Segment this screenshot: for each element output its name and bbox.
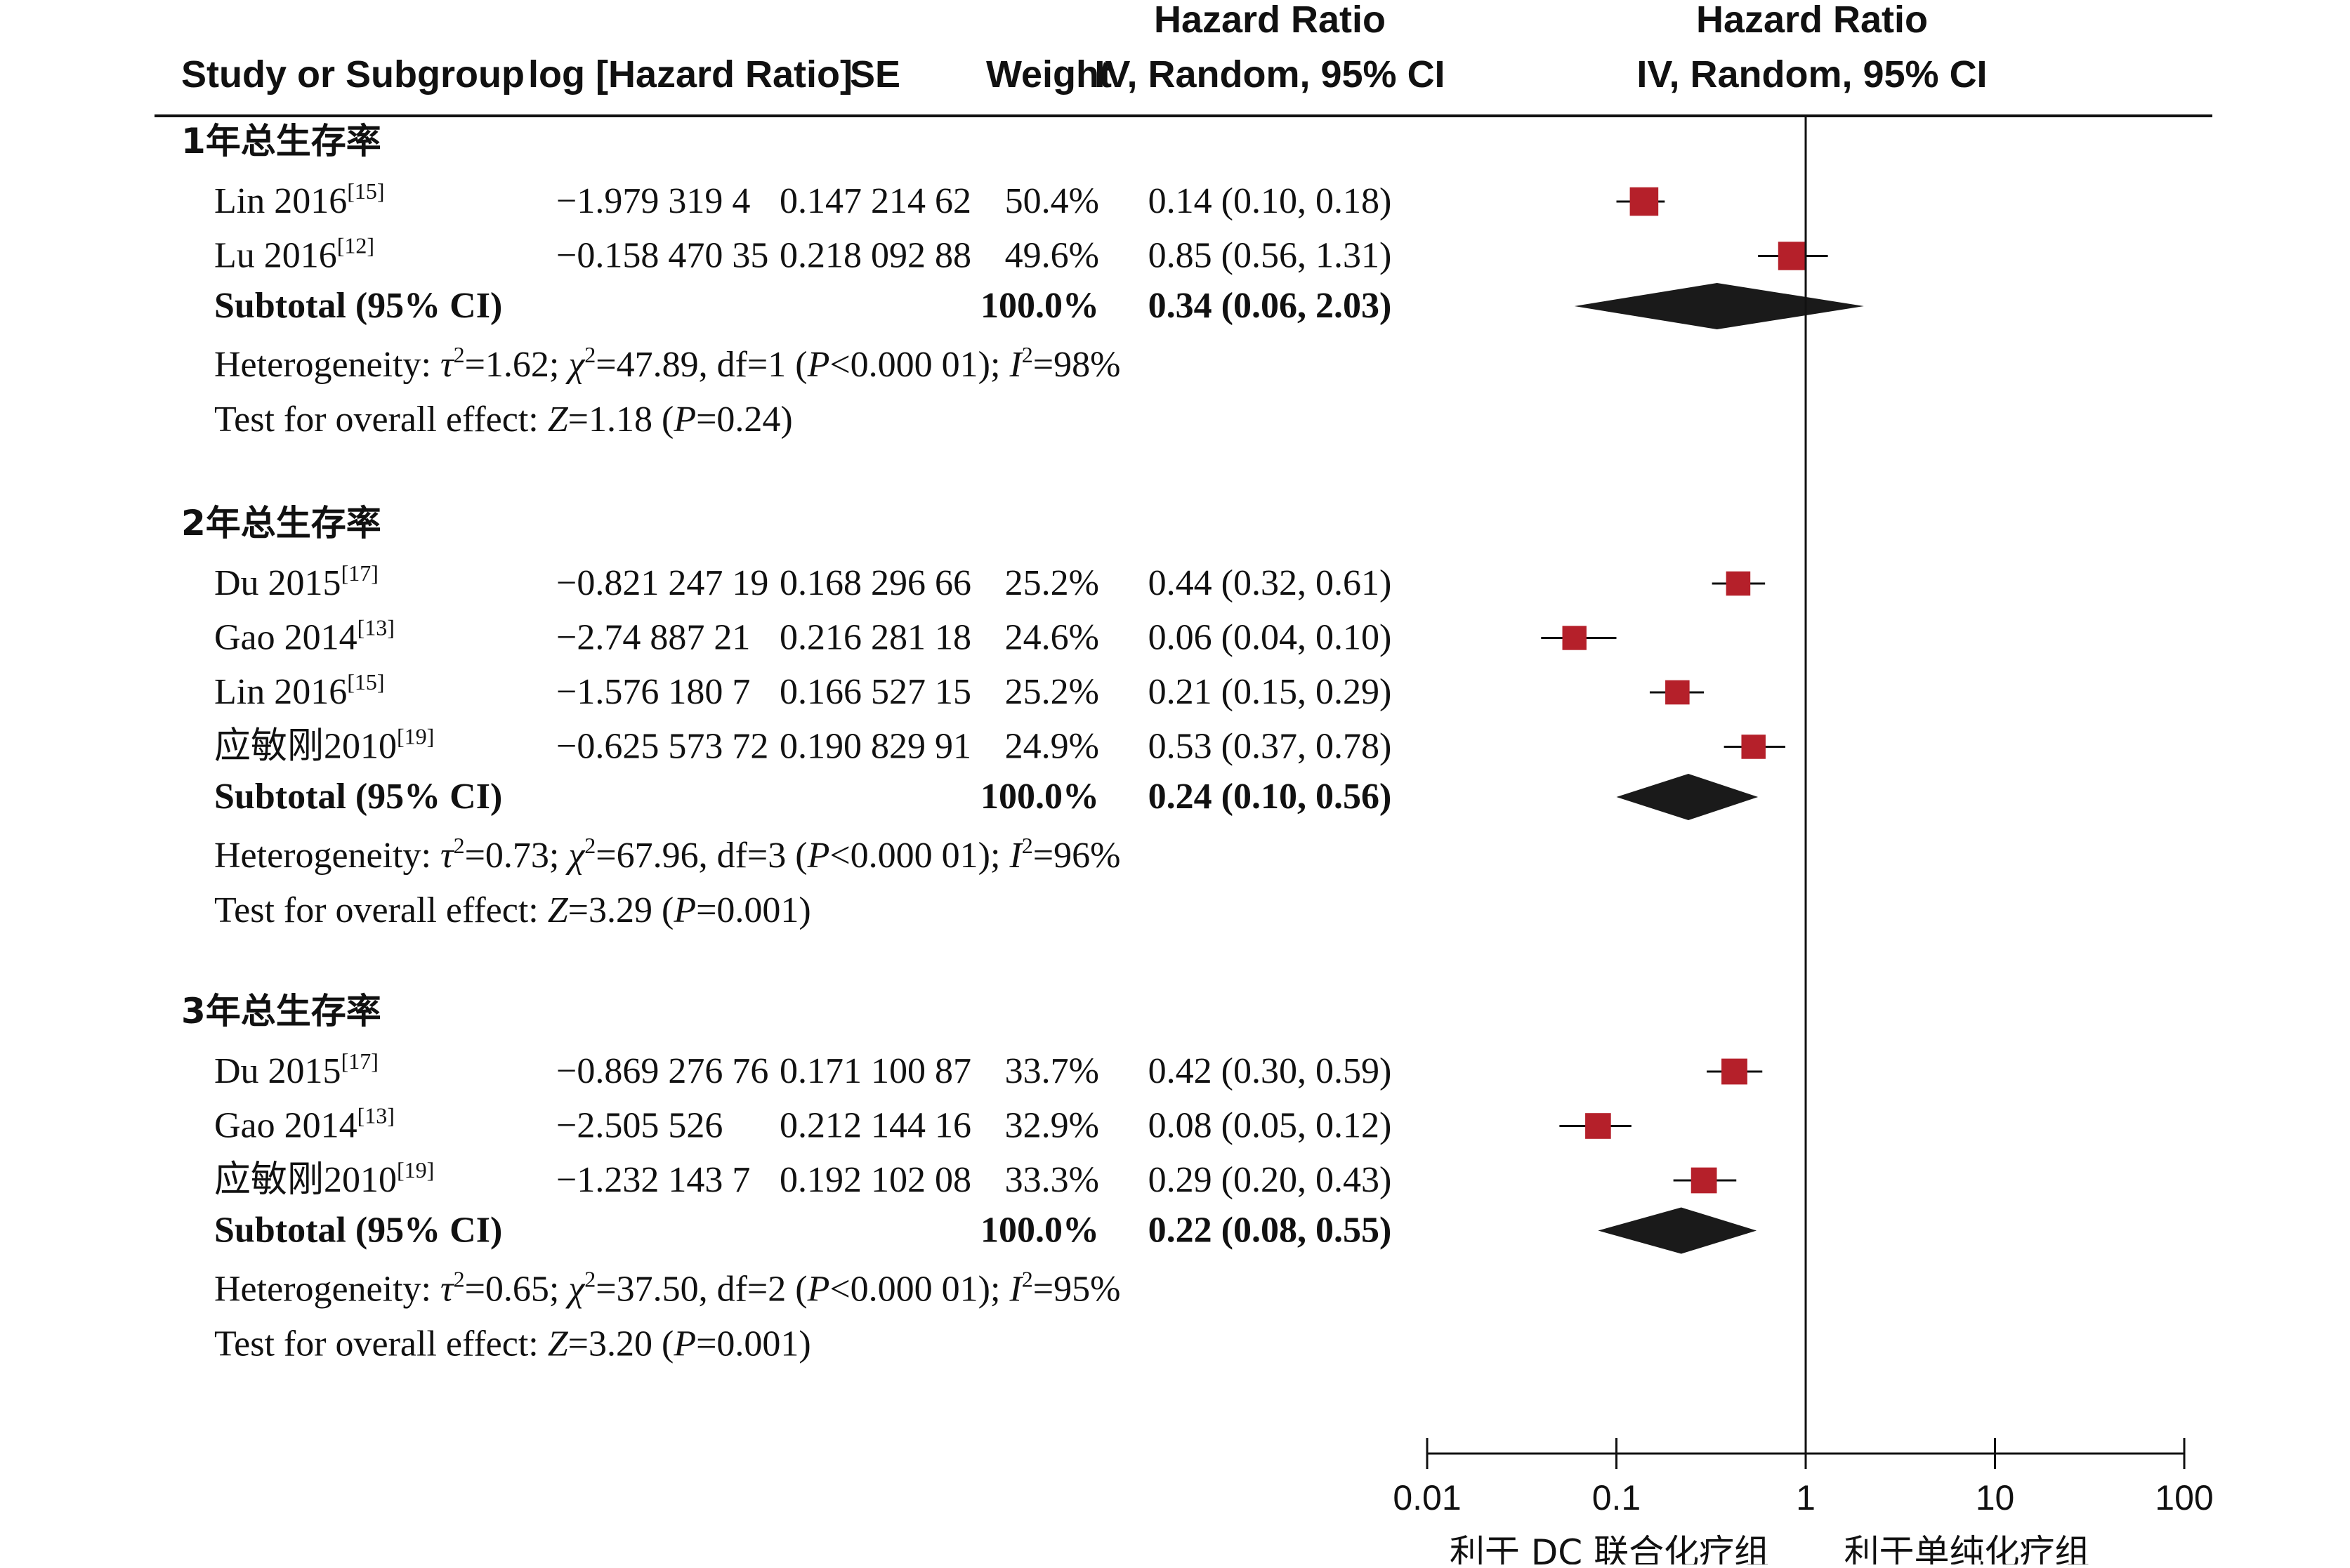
subtotal-diamond bbox=[1574, 283, 1864, 329]
heterogeneity-text: Heterogeneity: τ2=0.65; χ2=37.50, df=2 (… bbox=[214, 1267, 1120, 1310]
study-name: Lin 2016[15] bbox=[214, 178, 385, 221]
x-tick-label: 0.1 bbox=[1592, 1478, 1641, 1517]
group-title: 1年总生存率 bbox=[181, 121, 381, 162]
x-tick-label: 10 bbox=[1976, 1478, 2015, 1517]
header-study: Study or Subgroup bbox=[181, 53, 525, 95]
header-hr-plot-line2: IV, Random, 95% CI bbox=[1636, 53, 1987, 95]
heterogeneity-text: Heterogeneity: τ2=0.73; χ2=67.96, df=3 (… bbox=[214, 833, 1120, 876]
study-weight: 33.7% bbox=[1005, 1051, 1099, 1091]
header-loghr: log [Hazard Ratio] bbox=[528, 53, 853, 95]
hazard-ratio-ci: 0.08 (0.05, 0.12) bbox=[1148, 1106, 1392, 1146]
header-hr-plot-line1: Hazard Ratio bbox=[1696, 0, 1928, 41]
standard-error: 0.166 527 15 bbox=[780, 672, 971, 712]
study-marker bbox=[1665, 680, 1690, 705]
study-weight: 25.2% bbox=[1005, 672, 1099, 712]
study-marker bbox=[1629, 187, 1659, 216]
x-tick-label: 0.01 bbox=[1393, 1478, 1461, 1517]
hazard-ratio-ci: 0.85 (0.56, 1.31) bbox=[1148, 236, 1392, 276]
hazard-ratio-ci: 0.29 (0.20, 0.43) bbox=[1148, 1160, 1392, 1200]
standard-error: 0.216 281 18 bbox=[780, 618, 971, 658]
overall-effect-text: Test for overall effect: Z=1.18 (P=0.24) bbox=[214, 400, 793, 440]
hazard-ratio-ci: 0.14 (0.10, 0.18) bbox=[1148, 181, 1392, 221]
subtotal-weight: 100.0% bbox=[980, 777, 1099, 817]
study-name: Gao 2014[13] bbox=[214, 1103, 395, 1146]
subtotal-ci: 0.34 (0.06, 2.03) bbox=[1148, 286, 1392, 326]
hazard-ratio-ci: 0.53 (0.37, 0.78) bbox=[1148, 727, 1392, 767]
header-se: SE bbox=[850, 53, 900, 95]
standard-error: 0.212 144 16 bbox=[780, 1106, 971, 1146]
study-name: Du 2015[17] bbox=[214, 560, 379, 603]
study-weight: 50.4% bbox=[1005, 181, 1099, 221]
study-marker bbox=[1726, 571, 1751, 596]
study-name: Lin 2016[15] bbox=[214, 669, 385, 712]
study-weight: 25.2% bbox=[1005, 563, 1099, 603]
standard-error: 0.192 102 08 bbox=[780, 1160, 971, 1200]
header-hr-table-line1: Hazard Ratio bbox=[1154, 0, 1386, 41]
subtotal-label: Subtotal (95% CI) bbox=[214, 286, 502, 326]
standard-error: 0.171 100 87 bbox=[780, 1051, 971, 1091]
standard-error: 0.218 092 88 bbox=[780, 236, 971, 276]
study-name: Lu 2016[12] bbox=[214, 233, 374, 276]
log-hazard-ratio: −2.505 526 bbox=[556, 1106, 723, 1146]
study-weight: 24.9% bbox=[1005, 727, 1099, 767]
header-hr-table-line2: IV, Random, 95% CI bbox=[1094, 53, 1445, 95]
study-marker bbox=[1562, 626, 1587, 650]
study-name: 应敏刚2010[19] bbox=[214, 1157, 434, 1200]
log-hazard-ratio: −0.869 276 76 bbox=[556, 1051, 768, 1091]
overall-effect-text: Test for overall effect: Z=3.29 (P=0.001… bbox=[214, 890, 811, 930]
subtotal-label: Subtotal (95% CI) bbox=[214, 777, 502, 817]
study-name: 应敏刚2010[19] bbox=[214, 724, 434, 767]
study-weight: 33.3% bbox=[1005, 1160, 1099, 1200]
x-label-right: 利于单纯化疗组 bbox=[1844, 1532, 2090, 1564]
subtotal-weight: 100.0% bbox=[980, 1211, 1099, 1251]
subtotal-ci: 0.22 (0.08, 0.55) bbox=[1148, 1211, 1392, 1251]
standard-error: 0.147 214 62 bbox=[780, 181, 971, 221]
x-tick-label: 100 bbox=[2155, 1478, 2213, 1517]
standard-error: 0.168 296 66 bbox=[780, 563, 971, 603]
header-weight: Weight bbox=[986, 53, 1112, 95]
study-marker bbox=[1691, 1167, 1717, 1194]
study-weight: 24.6% bbox=[1005, 618, 1099, 658]
study-marker bbox=[1741, 734, 1766, 759]
log-hazard-ratio: −0.625 573 72 bbox=[556, 727, 768, 767]
study-marker bbox=[1778, 242, 1807, 270]
log-hazard-ratio: −0.821 247 19 bbox=[556, 563, 768, 603]
x-label-left: 利于 DC 联合化疗组 bbox=[1450, 1532, 1769, 1564]
hazard-ratio-ci: 0.42 (0.30, 0.59) bbox=[1148, 1051, 1392, 1091]
group-title: 3年总生存率 bbox=[181, 991, 381, 1032]
x-tick-label: 1 bbox=[1796, 1478, 1816, 1517]
subtotal-diamond bbox=[1598, 1207, 1757, 1254]
heterogeneity-text: Heterogeneity: τ2=1.62; χ2=47.89, df=1 (… bbox=[214, 342, 1120, 385]
log-hazard-ratio: −2.74 887 21 bbox=[556, 618, 750, 658]
log-hazard-ratio: −0.158 470 35 bbox=[556, 236, 768, 276]
study-name: Du 2015[17] bbox=[214, 1048, 379, 1091]
subtotal-ci: 0.24 (0.10, 0.56) bbox=[1148, 777, 1392, 817]
hazard-ratio-ci: 0.21 (0.15, 0.29) bbox=[1148, 672, 1392, 712]
subtotal-diamond bbox=[1616, 774, 1759, 820]
study-name: Gao 2014[13] bbox=[214, 615, 395, 658]
subtotal-weight: 100.0% bbox=[980, 286, 1099, 326]
subtotal-label: Subtotal (95% CI) bbox=[214, 1211, 502, 1251]
log-hazard-ratio: −1.576 180 7 bbox=[556, 672, 750, 712]
study-marker bbox=[1721, 1058, 1747, 1085]
study-weight: 32.9% bbox=[1005, 1106, 1099, 1146]
log-hazard-ratio: −1.979 319 4 bbox=[556, 181, 750, 221]
study-marker bbox=[1585, 1113, 1611, 1139]
standard-error: 0.190 829 91 bbox=[780, 727, 971, 767]
group-title: 2年总生存率 bbox=[181, 503, 381, 543]
log-hazard-ratio: −1.232 143 7 bbox=[556, 1160, 750, 1200]
overall-effect-text: Test for overall effect: Z=3.20 (P=0.001… bbox=[214, 1324, 811, 1364]
study-weight: 49.6% bbox=[1005, 236, 1099, 276]
hazard-ratio-ci: 0.44 (0.32, 0.61) bbox=[1148, 563, 1392, 603]
hazard-ratio-ci: 0.06 (0.04, 0.10) bbox=[1148, 618, 1392, 658]
